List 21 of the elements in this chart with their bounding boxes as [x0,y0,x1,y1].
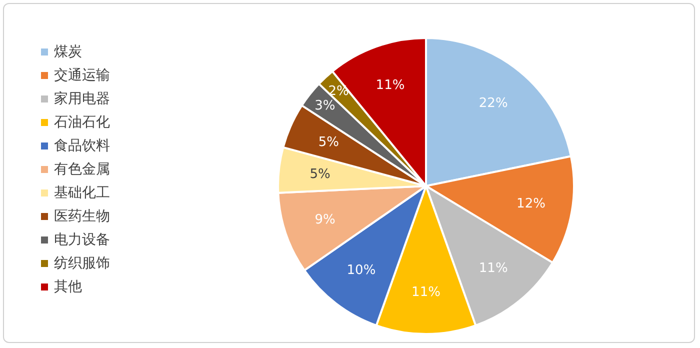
data-label: 5% [318,135,340,150]
legend-label: 交通运输 [54,68,110,84]
legend-label: 石油石化 [54,114,110,130]
data-label: 11% [376,78,405,94]
legend-label: 纺织服饰 [54,256,110,272]
legend-label: 有色金属 [54,162,110,178]
legend-label: 基础化工 [54,185,110,201]
legend-label: 医药生物 [54,208,110,224]
data-label: 10% [346,263,376,278]
legend-label: 电力设备 [54,232,110,248]
legend-label: 煤炭 [54,44,82,60]
legend-label: 食品饮料 [54,138,110,154]
legend-label: 家用电器 [54,91,110,107]
data-label: 11% [412,285,440,300]
legend-label: 其他 [54,279,82,295]
data-label: 3% [314,98,336,114]
data-label: 22% [478,96,508,111]
data-label: 5% [310,166,330,182]
data-label: 9% [314,212,336,228]
data-label: 11% [478,261,508,276]
data-label: 12% [516,196,546,212]
